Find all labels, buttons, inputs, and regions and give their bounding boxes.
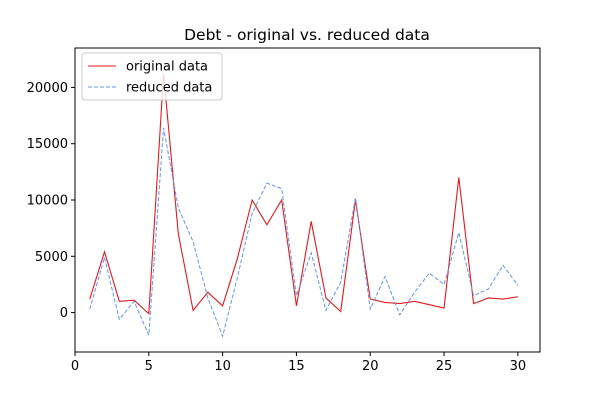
y-tick-label: 20000 [27,81,68,96]
x-tick-label: 0 [71,359,79,374]
series-line-reduced [89,127,519,338]
legend-label-reduced: reduced data [126,81,212,96]
x-tick-label: 20 [362,359,379,374]
axes-layer: 0 5 10 15 20 25 30 0 5000 10000 15000 20000 [27,47,541,374]
x-tick-label: 30 [510,359,527,374]
legend-box [81,52,223,101]
y-tick-label: 15000 [27,137,68,152]
y-tick-label: 10000 [27,194,68,209]
legend: original data reduced data [81,52,223,101]
x-tick-label: 15 [288,359,305,374]
legend-label-original: original data [126,60,208,75]
x-tick-label: 5 [145,359,153,374]
x-tick-label: 25 [436,359,453,374]
y-tick-label: 5000 [35,250,68,265]
x-tick-label: 10 [214,359,231,374]
chart-title: Debt - original vs. reduced data [184,26,430,44]
y-tick-label: 0 [60,306,68,321]
series-line-original [89,73,518,315]
series-layer [89,73,519,338]
